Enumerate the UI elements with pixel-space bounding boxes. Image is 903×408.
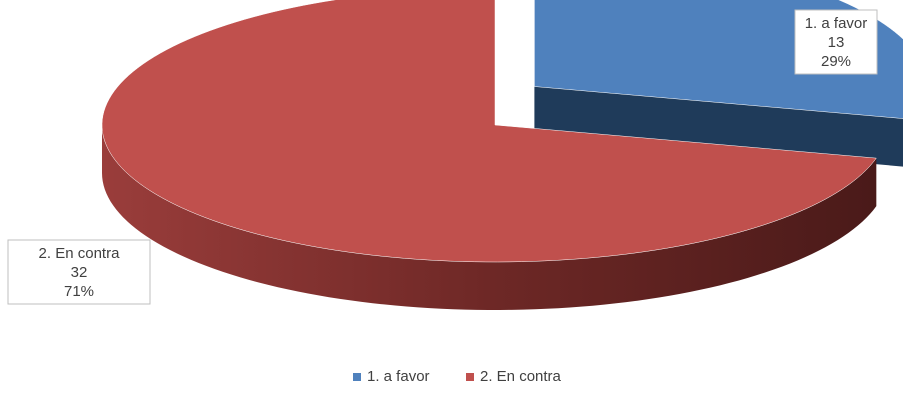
data-label-2: 2. En contra 32 71% <box>7 239 151 305</box>
data-label-box <box>7 239 151 305</box>
data-label-percent: 71% <box>64 283 94 300</box>
data-label-value: 32 <box>71 264 88 281</box>
pie-slice-1-cut-wall <box>534 86 903 167</box>
data-label-value: 13 <box>828 34 845 51</box>
legend-label: 1. a favor <box>367 368 430 385</box>
legend-marker <box>353 373 361 381</box>
data-label-percent: 29% <box>821 53 851 70</box>
pie-slice-2-side <box>102 125 877 310</box>
legend-label: 2. En contra <box>480 368 562 385</box>
legend-item-1: 1. a favor <box>353 368 430 385</box>
data-label-box <box>794 9 878 75</box>
data-label-1: 1. a favor 13 29% <box>794 9 878 75</box>
data-label-category: 1. a favor <box>805 15 868 32</box>
legend-marker <box>466 373 474 381</box>
pie-slice-2-top <box>101 0 877 263</box>
pie-slice-2 <box>101 0 877 310</box>
data-label-category: 2. En contra <box>39 245 121 262</box>
legend-item-2: 2. En contra <box>466 368 562 385</box>
